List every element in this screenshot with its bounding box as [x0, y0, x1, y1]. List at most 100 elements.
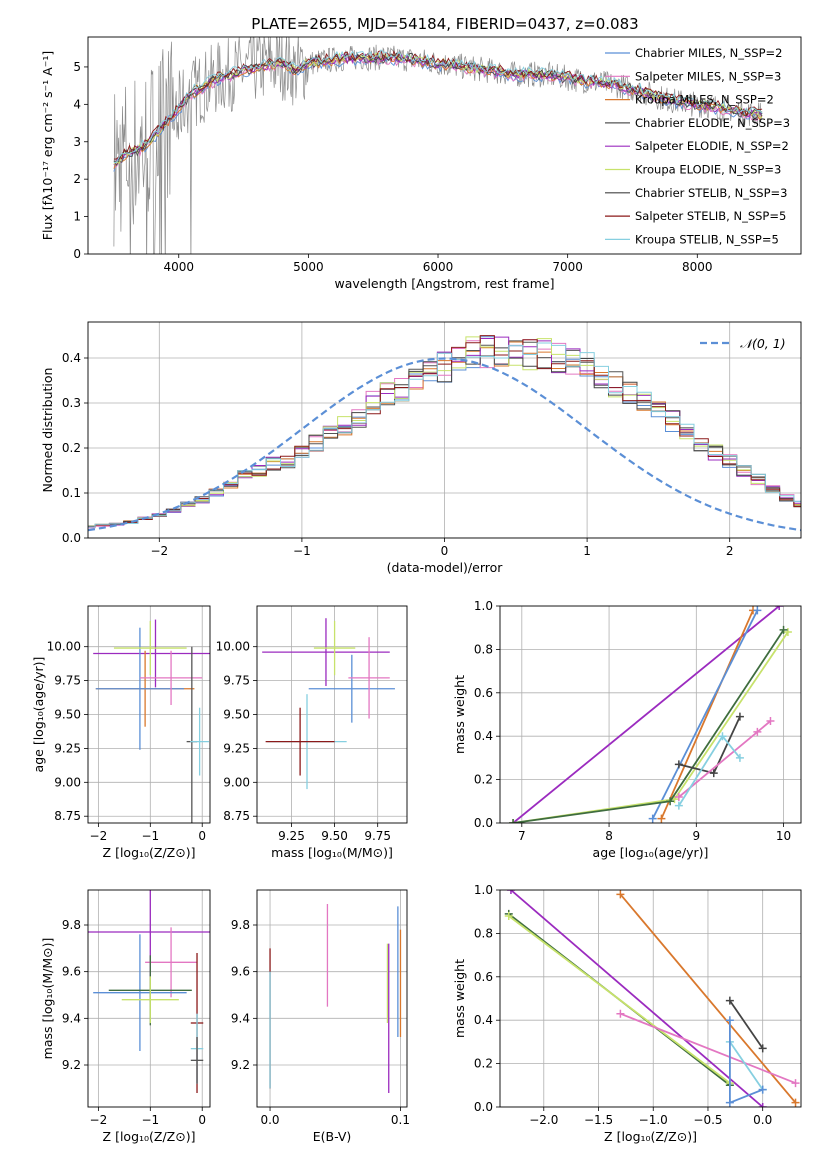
plus-marker [791, 1079, 800, 1088]
x-axis-label: Z [log₁₀(Z/Z⊙)] [604, 1129, 697, 1144]
y-tick-label: 0.0 [474, 816, 493, 830]
plus-marker [725, 996, 734, 1005]
mass-vs-z-plot-area [88, 890, 210, 1107]
plus-marker [674, 760, 683, 769]
age-vs-mass-plot-area [257, 606, 407, 823]
age-vs-mass-panel: 9.25 9.50 9.75 8.75 9.00 9.25 9.50 9.75 10.00 mas… [216, 605, 408, 860]
x-tick-label: −2 [150, 544, 168, 558]
plus-marker [758, 1103, 767, 1107]
y-tick-label: 9.4 [62, 1011, 81, 1025]
x-tick-label: 9.75 [364, 829, 391, 843]
weight-line-6 [729, 1041, 764, 1091]
y-tick-label: 0 [73, 247, 81, 261]
plus-marker [753, 727, 762, 736]
legend-label: Salpeter STELIB, N_SSP=5 [635, 209, 786, 223]
plus-marker [735, 753, 744, 762]
mass-vs-ebv-panel: 0.0 0.1 9.2 9.4 9.6 9.8 E(B-V) [231, 889, 410, 1144]
y-axis-label: Normed distribution [40, 368, 55, 493]
y-tick-label: 0.0 [62, 531, 81, 545]
y-tick-label: 0.4 [474, 1013, 493, 1027]
y-tick-label: 9.4 [231, 1011, 250, 1025]
x-tick-label: −1.0 [639, 1113, 668, 1127]
plus-marker [657, 814, 666, 823]
y-tick-label: 8.75 [223, 809, 250, 823]
histogram-5 [88, 336, 801, 527]
plus-marker [616, 1009, 625, 1018]
histogram-4 [88, 336, 801, 528]
x-tick-label: 9.25 [278, 829, 305, 843]
weight-line-5 [678, 716, 741, 775]
y-tick-label: 0.8 [474, 926, 493, 940]
y-tick-label: 0.3 [62, 396, 81, 410]
x-tick-label: 1 [583, 544, 591, 558]
y-tick-label: 2 [73, 172, 81, 186]
plus-marker [674, 801, 683, 810]
x-tick-label: 0 [198, 1113, 206, 1127]
y-tick-label: 0.2 [62, 441, 81, 455]
y-tick-label: 9.75 [223, 674, 250, 688]
legend-label: Chabrier MILES, N_SSP=2 [635, 46, 782, 60]
weight-line-1 [619, 893, 797, 1104]
weight-line-0 [510, 890, 764, 1107]
y-tick-label: 0.4 [474, 729, 493, 743]
y-tick-label: 0.8 [474, 642, 493, 656]
y-tick-label: 10.00 [47, 640, 81, 654]
y-tick-label: 9.8 [231, 918, 250, 932]
plus-marker [783, 628, 792, 637]
spectrum-legend: Chabrier MILES, N_SSP=2 Salpeter MILES, N… [605, 46, 790, 246]
plus-marker [725, 1098, 734, 1107]
x-tick-label: 0 [441, 544, 449, 558]
plus-marker [753, 606, 762, 615]
x-tick-label: −1 [141, 829, 159, 843]
weight-line-4 [512, 629, 785, 823]
weight-line-3 [508, 915, 731, 1084]
legend-label: Chabrier STELIB, N_SSP=3 [635, 186, 787, 200]
y-tick-label: 9.50 [223, 708, 250, 722]
mass-vs-ebv-plot-area [257, 890, 407, 1107]
plus-marker [674, 792, 683, 801]
weight-vs-age-panel: 7 8 9 10 0.0 0.2 0.4 0.6 0.8 1.0 age [log₁₀(age/yr… [452, 599, 802, 860]
plus-marker [791, 1098, 800, 1107]
y-tick-label: 9.6 [231, 965, 250, 979]
axes-frame [256, 889, 408, 1108]
y-tick-label: 0.2 [474, 773, 493, 787]
x-tick-label: 5000 [293, 260, 324, 274]
y-tick-label: 9.00 [54, 775, 81, 789]
y-tick-label: 9.8 [62, 918, 81, 932]
y-tick-label: 9.25 [223, 741, 250, 755]
plus-marker [709, 769, 718, 778]
y-tick-label: 9.50 [54, 708, 81, 722]
weight-vs-age-plot-area [500, 606, 801, 823]
x-tick-label: −1.5 [584, 1113, 613, 1127]
y-tick-label: 9.2 [231, 1058, 250, 1072]
model-spectrum-8 [113, 49, 763, 163]
legend-label: Chabrier ELODIE, N_SSP=3 [635, 116, 790, 130]
normal-curve [88, 357, 801, 532]
axes-frame [87, 889, 211, 1108]
model-spectrum-5 [113, 52, 763, 165]
model-spectrum-1 [113, 55, 763, 168]
residuals-legend: 𝒩(0, 1) [700, 336, 786, 351]
y-tick-label: 1.0 [474, 883, 493, 897]
y-tick-label: 0.6 [474, 686, 493, 700]
x-axis-label: E(B-V) [313, 1129, 352, 1144]
y-axis-label: mass weight [452, 675, 467, 754]
x-tick-label: 0.0 [260, 1113, 279, 1127]
residuals-plot-area [88, 322, 801, 538]
y-tick-label: 9.00 [223, 775, 250, 789]
y-axis-label: mass [log₁₀(M/M⊙)] [40, 938, 55, 1060]
legend-label: Salpeter MILES, N_SSP=3 [635, 69, 781, 83]
x-axis-label: Z [log₁₀(Z/Z⊙)] [103, 845, 196, 860]
x-axis-label: age [log₁₀(age/yr)] [593, 845, 709, 860]
x-tick-label: −2 [90, 1113, 108, 1127]
x-axis-label: wavelength [Angstrom, rest frame] [334, 276, 554, 291]
age-vs-z-plot-area [88, 606, 210, 823]
y-tick-label: 10.00 [216, 640, 250, 654]
y-tick-label: 0.4 [62, 351, 81, 365]
axes-frame [87, 605, 211, 824]
x-tick-label: 0.1 [391, 1113, 410, 1127]
y-tick-label: 9.6 [62, 965, 81, 979]
plus-marker [509, 819, 518, 823]
axes-frame [87, 321, 802, 539]
